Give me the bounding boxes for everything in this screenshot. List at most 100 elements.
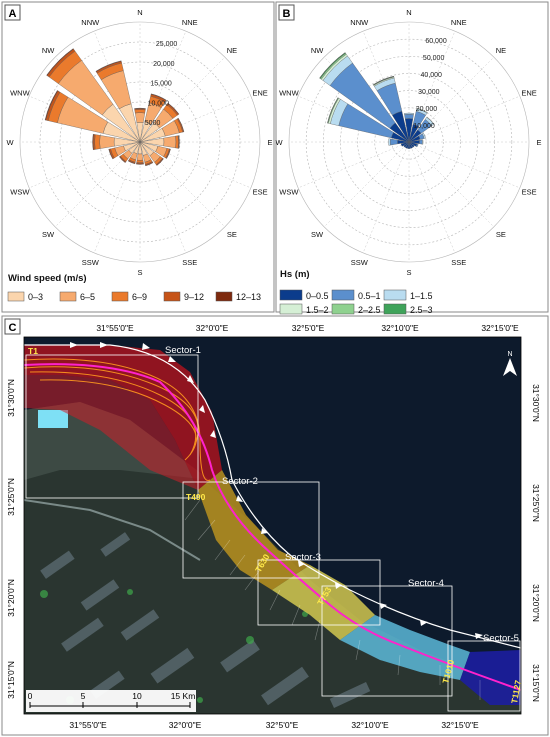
direction-label-WNW: WNW	[279, 88, 299, 97]
bottom-coordinates: 31°55'0"E 32°0'0"E 32°5'0"E 32°10'0"E 32…	[69, 720, 479, 730]
sector-2-label: Sector-2	[222, 476, 258, 487]
petal-WNW-5	[327, 97, 339, 124]
grid-ring	[19, 21, 261, 263]
direction-label-WNW: WNW	[10, 88, 30, 97]
petal-S-0	[407, 141, 411, 149]
sector-1-band	[24, 345, 222, 490]
legend-swatch	[383, 289, 407, 301]
grid-ring	[288, 21, 530, 263]
lagoon	[38, 410, 68, 428]
transect-t1127: T1127	[509, 679, 523, 704]
scale-tick-5: 5	[81, 691, 86, 701]
top-coordinates: 31°55'0"E 32°0'0"E 32°5'0"E 32°10'0"E 32…	[96, 323, 519, 333]
direction-label-S: S	[406, 268, 411, 277]
radial-tick-label: 40,000	[421, 72, 443, 79]
legend-swatch	[111, 291, 129, 302]
grid-spoke	[362, 141, 410, 253]
petal-SW-0	[403, 141, 410, 148]
legend-swatch	[279, 303, 303, 315]
panel-b-label: B	[283, 8, 291, 20]
direction-label-SSW: SSW	[351, 258, 369, 267]
petal-E-1	[163, 135, 177, 149]
direction-label-SW: SW	[42, 230, 55, 239]
grid-spoke	[408, 141, 495, 228]
petal-N-1	[134, 112, 146, 123]
legend-label: 12–13	[236, 292, 261, 302]
right-coordinates: 31°30'0"N 31°25'0"N 31°20'0"N 31°15'0"N	[531, 384, 541, 702]
legend-label: 0–3	[28, 292, 43, 302]
direction-label-NE: NE	[227, 46, 237, 55]
legend-label: 2–2.5	[358, 305, 381, 315]
bottom-tick-1: 32°0'0"E	[169, 720, 202, 730]
scale-tick-15: 15 Km	[171, 691, 196, 701]
radial-tick-label: 10,000	[413, 123, 435, 130]
petal-NW-6	[319, 52, 346, 79]
top-tick-3: 32°10'0"E	[381, 323, 419, 333]
petal-W-2	[388, 138, 391, 146]
radial-tick-label: 5000	[145, 120, 161, 127]
radial-tick-label: 50,000	[423, 55, 445, 62]
wave-rose-b: 60,000 50,000 40,000 30,000 20,000 10,000 N NNE…	[275, 8, 541, 277]
radial-tick-label: 20,000	[153, 61, 175, 68]
direction-label-SSE: SSE	[451, 258, 466, 267]
petal-E-1	[419, 139, 423, 145]
north-label: N	[507, 351, 512, 358]
legend-label: 9–12	[184, 292, 204, 302]
left-tick-3: 31°15'0"N	[6, 661, 16, 699]
left-coordinates: 31°30'0"N 31°25'0"N 31°20'0"N 31°15'0"N	[6, 379, 16, 699]
petal-E-2	[175, 135, 179, 149]
petal-W-4	[92, 134, 94, 150]
sector-5-label: Sector-5	[483, 633, 519, 644]
petal-N-4	[134, 107, 146, 110]
petal-E-2	[421, 139, 424, 145]
shoreline	[24, 363, 521, 691]
direction-label-NW: NW	[42, 46, 55, 55]
petal-SE-0	[408, 141, 415, 148]
direction-label-SE: SE	[227, 230, 237, 239]
legend-b: Hs (m)0–0.50.5–11–1.51.5–22–2.52.5–33–4	[279, 269, 433, 329]
petal-ENE-2	[422, 132, 426, 139]
legend-swatch	[331, 289, 355, 301]
legend-swatch	[279, 289, 303, 301]
petal-NNE-4	[150, 93, 167, 101]
direction-label-NNE: NNE	[182, 18, 198, 27]
sector-1-label: Sector-1	[165, 345, 201, 356]
panel-c: C	[1, 315, 549, 736]
petal-W-1	[389, 138, 398, 146]
legend-a: Wind speed (m/s) 0–3 6–5 6–9 9–12 12–13	[7, 273, 261, 302]
radial-tick-label: 20,000	[416, 106, 438, 113]
direction-label-SSW: SSW	[82, 258, 100, 267]
direction-label-NNE: NNE	[451, 18, 467, 27]
scale-tick-10: 10	[132, 691, 142, 701]
legend-label: 2.5–3	[410, 305, 433, 315]
historical-shorelines	[24, 358, 211, 481]
direction-label-E: E	[536, 138, 541, 147]
sector-boxes	[25, 354, 521, 712]
petal-SE-4	[156, 158, 164, 166]
petal-NNW-6	[373, 75, 394, 85]
left-tick-2: 31°20'0"N	[6, 579, 16, 617]
bottom-tick-3: 32°10'0"E	[351, 720, 389, 730]
top-tick-2: 32°5'0"E	[292, 323, 325, 333]
right-tick-3: 31°15'0"N	[531, 664, 541, 702]
top-tick-4: 32°15'0"E	[481, 323, 519, 333]
legend-label: 6–5	[80, 292, 95, 302]
legend-swatch	[59, 291, 77, 302]
legend-swatch	[215, 291, 233, 302]
legend-title: Wind speed (m/s)	[8, 273, 87, 284]
grid-spoke	[408, 141, 520, 189]
transect-t1: T1	[28, 346, 38, 356]
petal-NNE-3	[416, 107, 428, 114]
radial-tick-label: 15,000	[150, 81, 172, 88]
petal-SSE-0	[408, 141, 413, 149]
petal-SSW-4	[127, 160, 136, 165]
satellite-map: N	[24, 337, 521, 714]
urban-blocks	[40, 532, 371, 708]
sector-3-band	[272, 565, 375, 640]
scale-bar: 0 5 10 15 Km	[26, 690, 196, 712]
bottom-tick-4: 32°15'0"E	[441, 720, 479, 730]
petal-S-4	[136, 163, 144, 165]
transect-t490: T490	[186, 492, 206, 502]
petal-N-2	[134, 109, 146, 114]
